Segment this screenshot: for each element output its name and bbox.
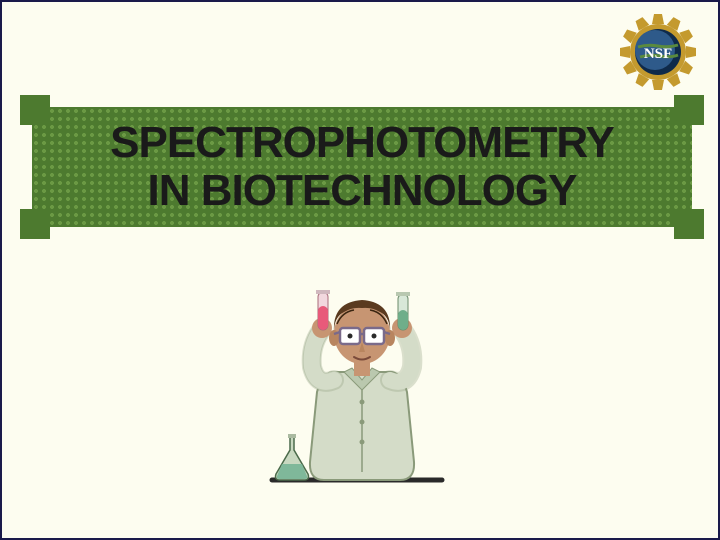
test-tube-green-icon [396, 292, 410, 330]
nsf-logo: NSF [618, 12, 698, 92]
slide-title: SPECTROPHOTOMETRY IN BIOTECHNOLOGY [110, 119, 614, 216]
title-corner [20, 209, 50, 239]
scientist-svg [262, 262, 462, 502]
title-corner [20, 95, 50, 125]
svg-text:NSF: NSF [644, 46, 672, 62]
title-line-2: IN BIOTECHNOLOGY [110, 167, 614, 215]
test-tube-pink-icon [316, 290, 330, 330]
scientist-illustration [262, 262, 462, 502]
title-line-1: SPECTROPHOTOMETRY [110, 119, 614, 167]
flask-icon [276, 434, 309, 480]
title-block: SPECTROPHOTOMETRY IN BIOTECHNOLOGY [32, 107, 692, 227]
title-background: SPECTROPHOTOMETRY IN BIOTECHNOLOGY [32, 107, 692, 227]
title-corner [674, 95, 704, 125]
nsf-logo-svg: NSF [618, 12, 698, 92]
title-corner [674, 209, 704, 239]
